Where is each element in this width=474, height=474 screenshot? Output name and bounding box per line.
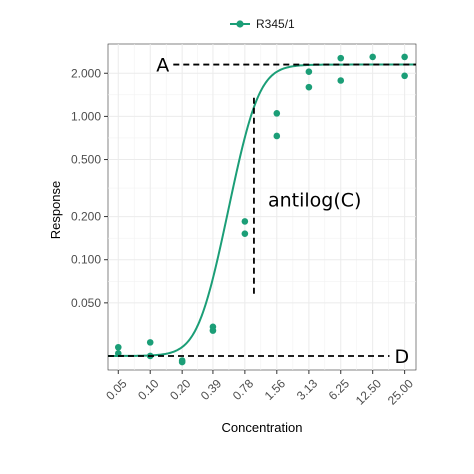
y-tick-label: 0.050 — [71, 296, 101, 310]
plot-panel — [107, 43, 417, 371]
x-tick-label: 12.50 — [353, 376, 384, 407]
data-point — [209, 327, 217, 334]
annotation-label-antilog-c: antilog(C) — [268, 190, 361, 212]
data-point — [273, 132, 281, 140]
y-tick-label: 0.500 — [71, 153, 101, 167]
data-point — [337, 77, 345, 84]
legend-label: R345/1 — [256, 17, 295, 31]
data-point — [114, 343, 122, 351]
x-tick-label: 0.78 — [230, 376, 257, 403]
y-tick-label: 1.000 — [71, 109, 101, 123]
x-tick-label: 25.00 — [385, 376, 416, 407]
data-point — [178, 358, 186, 366]
x-tick-label: 0.10 — [135, 376, 162, 403]
y-axis-title: Response — [48, 181, 63, 240]
data-point — [241, 218, 249, 225]
data-point — [273, 110, 281, 117]
y-tick-label: 0.200 — [71, 210, 101, 224]
data-point — [305, 68, 313, 76]
annotation-label-d: D — [394, 346, 409, 368]
data-point — [401, 72, 408, 80]
legend-key-marker — [236, 20, 244, 28]
x-tick-label: 3.13 — [294, 376, 321, 403]
data-point — [241, 230, 249, 237]
data-point — [369, 53, 376, 61]
points-layer — [114, 53, 408, 366]
data-point — [401, 53, 408, 61]
grid-minor — [108, 44, 416, 370]
data-point — [114, 350, 122, 357]
data-point — [146, 339, 154, 346]
y-tick-label: 2.000 — [71, 66, 101, 80]
x-tick-label: 0.20 — [167, 376, 194, 403]
x-axis-title: Concentration — [222, 420, 303, 435]
x-tick-label: 6.25 — [326, 376, 353, 403]
x-tick-label: 1.56 — [262, 376, 289, 403]
y-tick-label: 0.100 — [71, 253, 101, 267]
x-axis: 0.05 0.10 0.20 0.39 0.78 1.56 3.13 6.25 12.50 25.… — [103, 370, 416, 408]
grid-major — [108, 44, 416, 370]
data-point — [337, 54, 345, 62]
annotation-label-a: A — [156, 55, 169, 77]
x-tick-label: 0.39 — [198, 376, 225, 403]
legend: R345/1 — [230, 17, 295, 31]
x-tick-label: 0.05 — [103, 376, 130, 403]
data-point — [305, 83, 313, 91]
y-axis: 0.050 0.100 0.200 0.500 1.000 2.000 — [71, 66, 108, 310]
